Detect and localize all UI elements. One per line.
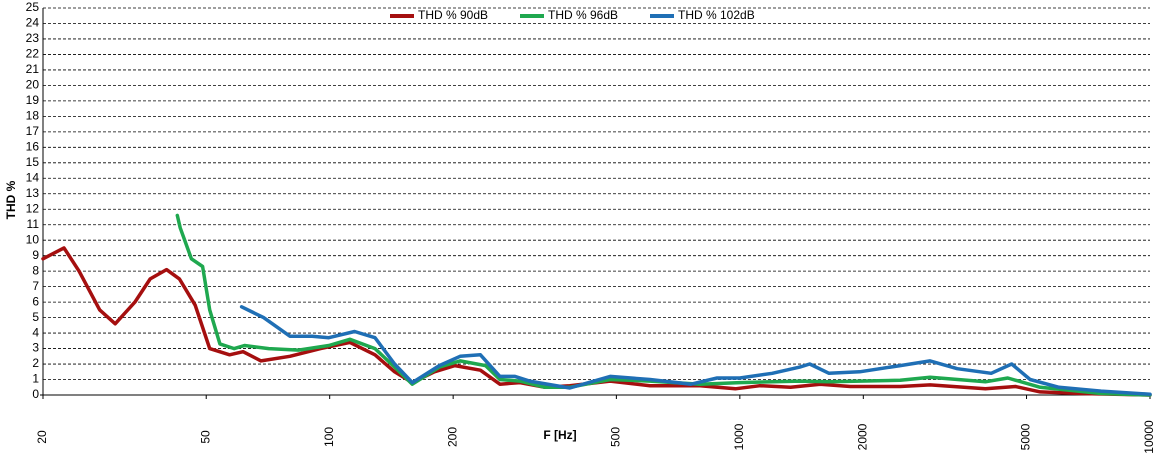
y-tick-label: 5 [32,310,39,324]
y-tick-label: 20 [26,78,40,92]
y-tick-label: 3 [32,341,39,355]
y-tick-label: 18 [26,109,40,123]
y-tick-label: 14 [26,170,40,184]
legend-label: THD % 96dB [548,8,618,22]
y-tick-label: 8 [32,263,39,277]
data-line [175,213,1152,397]
y-tick-label: 6 [32,294,39,308]
x-tick-label: 2000 [855,423,869,450]
data-line [239,305,1152,396]
y-tick-label: 23 [26,31,40,45]
x-tick-label: 20 [35,430,49,444]
legend-label: THD % 90dB [418,8,488,22]
y-axis-label: THD % [4,180,18,219]
y-tick-label: 10 [26,232,40,246]
y-tick-label: 15 [26,155,40,169]
x-tick-label: 200 [445,427,459,447]
x-tick-label: 10000 [1142,420,1156,454]
y-tick-label: 17 [26,124,40,138]
y-tick-label: 9 [32,248,39,262]
y-tick-label: 0 [32,387,39,401]
x-tick-label: 500 [609,427,623,447]
x-axis-label: F [Hz] [543,428,576,442]
x-tick-label: 100 [322,427,336,447]
y-tick-label: 7 [32,279,39,293]
x-tick-label: 1000 [732,423,746,450]
y-tick-label: 4 [32,325,39,339]
y-tick-label: 1 [32,372,39,386]
y-tick-label: 13 [26,186,40,200]
data-line [41,246,1152,397]
y-tick-label: 16 [26,139,40,153]
y-tick-label: 21 [26,62,40,76]
y-tick-label: 22 [26,47,40,61]
x-tick-label: 50 [198,430,212,444]
y-tick-label: 12 [26,201,40,215]
y-tick-label: 19 [26,93,40,107]
legend-label: THD % 102dB [678,8,755,22]
y-tick-label: 24 [26,16,40,30]
y-tick-label: 11 [27,217,40,231]
y-tick-label: 25 [26,0,40,14]
y-tick-label: 2 [32,356,39,370]
x-tick-label: 5000 [1019,423,1033,450]
